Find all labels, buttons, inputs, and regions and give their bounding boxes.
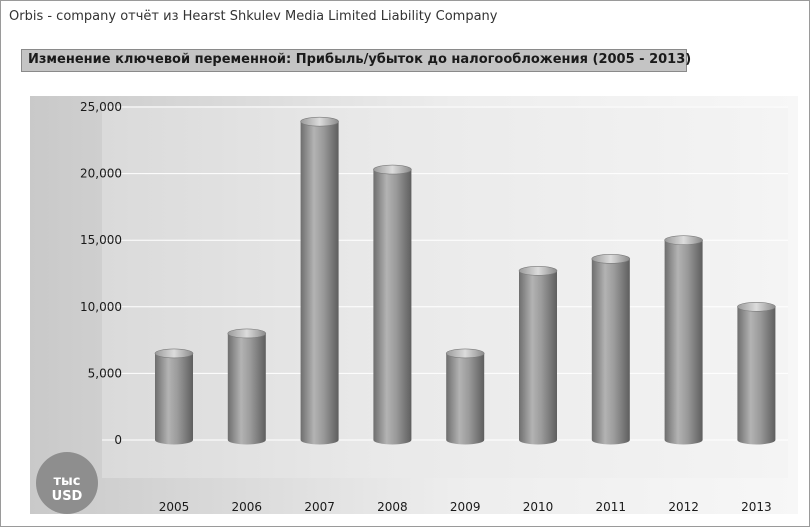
bars	[154, 116, 776, 445]
x-tick-label: 2012	[668, 500, 699, 514]
y-tick-label: 15,000	[80, 233, 122, 247]
x-tick-label: 2009	[450, 500, 481, 514]
chart-title: Изменение ключевой переменной: Прибыль/у…	[28, 52, 692, 67]
y-tick-label: 25,000	[80, 100, 122, 114]
bar	[154, 348, 194, 445]
x-tick-label: 2008	[377, 500, 408, 514]
x-tick-label: 2013	[741, 500, 772, 514]
bar-body	[155, 353, 193, 445]
bar-top	[227, 328, 267, 339]
bar-top	[664, 235, 703, 245]
bar-body	[591, 258, 630, 445]
x-tick-label: 2007	[304, 500, 335, 514]
bar-top	[737, 301, 776, 312]
unit-badge: тыс USD	[36, 452, 98, 514]
bar-body	[227, 333, 266, 445]
bar-top	[154, 348, 194, 359]
y-tick-label: 20,000	[80, 167, 122, 181]
bar-body	[446, 353, 485, 445]
y-axis-ticks: 0 5,000 10,000 15,000 20,000 25,000	[80, 100, 122, 447]
report-header: Orbis - company отчёт из Hearst Shkulev …	[9, 9, 498, 24]
x-tick-label: 2005	[159, 500, 190, 514]
bar	[518, 266, 558, 445]
chart-title-bar: Изменение ключевой переменной: Прибыль/у…	[21, 49, 691, 72]
bar-top	[591, 254, 631, 264]
bar-top	[300, 116, 339, 127]
y-tick-label: 0	[114, 433, 122, 447]
bar-body	[300, 121, 339, 445]
bar	[737, 301, 776, 445]
y-tick-label: 5,000	[88, 366, 122, 380]
x-axis-ticks: 2005 2006 2007 2008 2009 2010 2011 2012 2013	[159, 500, 772, 514]
bar	[445, 348, 485, 445]
bar-body	[519, 270, 557, 445]
bar-body	[373, 169, 412, 445]
unit-label: тыс USD	[51, 474, 83, 504]
bar-top	[518, 266, 558, 276]
bar	[300, 116, 339, 445]
bar	[373, 164, 412, 445]
bar-top	[373, 164, 412, 175]
x-tick-label: 2011	[596, 500, 627, 514]
y-tick-label: 10,000	[80, 300, 122, 314]
bar-body	[664, 240, 703, 445]
bar	[664, 235, 703, 445]
x-tick-label: 2010	[523, 500, 554, 514]
bar-body	[737, 306, 776, 445]
bar	[591, 254, 631, 445]
x-tick-label: 2006	[232, 500, 263, 514]
bar-top	[445, 348, 485, 359]
bar	[227, 328, 267, 445]
